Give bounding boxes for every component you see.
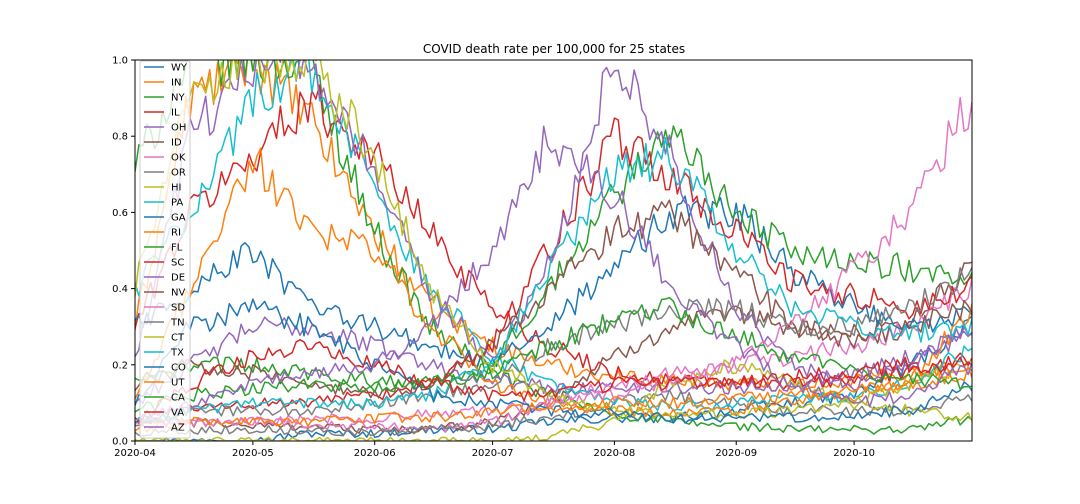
legend-label-ri: RI <box>171 228 181 239</box>
series-line-ct <box>135 60 972 421</box>
series-line-oh <box>135 316 972 405</box>
series-line-nv <box>135 199 972 399</box>
legend-label-va: VA <box>171 408 184 419</box>
legend-label-oh: OH <box>171 123 186 134</box>
legend-label-pa: PA <box>171 198 183 209</box>
x-axis: 2020-04 2020-05 2020-06 2020-07 2020-08 2020-… <box>114 441 875 459</box>
chart-title: COVID death rate per 100,000 for 25 stat… <box>423 42 685 56</box>
legend-label-co: CO <box>171 363 186 374</box>
legend-label-in: IN <box>171 78 181 89</box>
legend-label-id: ID <box>171 138 182 149</box>
y-axis: 0.0 0.2 0.4 0.6 0.8 1.0 <box>112 56 135 448</box>
y-tick-label: 0.6 <box>112 208 128 219</box>
legend-label-ga: GA <box>171 213 186 224</box>
series-line-tx <box>135 137 972 425</box>
y-tick-label: 0.2 <box>112 360 128 371</box>
x-tick-label: 2020-09 <box>715 448 757 459</box>
x-tick-label: 2020-10 <box>833 448 875 459</box>
plot-frame <box>134 59 973 442</box>
series-line-or <box>135 389 972 437</box>
legend-label-or: OR <box>171 168 186 179</box>
series-line-in <box>135 60 972 392</box>
series-line-de <box>135 60 972 391</box>
legend-label-il: IL <box>171 108 180 119</box>
legend-label-wy: WY <box>171 63 188 74</box>
series-line-az <box>135 125 972 424</box>
x-tick-label: 2020-06 <box>354 448 396 459</box>
legend-label-sc: SC <box>171 258 184 269</box>
x-tick-label: 2020-04 <box>114 448 156 459</box>
series-line-ok <box>135 277 972 433</box>
legend-label-ut: UT <box>171 378 185 389</box>
legend-box <box>139 60 191 439</box>
legend-label-fl: FL <box>171 243 183 254</box>
legend-label-sd: SD <box>171 303 185 314</box>
series-layer <box>135 60 972 441</box>
y-tick-label: 0.0 <box>112 437 128 448</box>
x-tick-label: 2020-05 <box>232 448 274 459</box>
legend-label-tn: TN <box>170 318 185 329</box>
legend: WY IN NY IL OH ID OK OR HI PA GA RI FL SC DE NV SD TN CT TX… <box>139 60 191 439</box>
legend-label-tx: TX <box>170 348 184 359</box>
plot-area <box>134 59 973 442</box>
series-line-ga <box>135 195 972 368</box>
legend-label-ny: NY <box>171 93 185 104</box>
series-line-ut <box>135 366 972 433</box>
y-tick-label: 1.0 <box>112 56 128 67</box>
legend-label-nv: NV <box>171 288 185 299</box>
legend-label-az: AZ <box>171 423 185 434</box>
legend-label-ok: OK <box>171 153 186 164</box>
x-tick-label: 2020-08 <box>594 448 636 459</box>
x-tick-label: 2020-07 <box>472 448 514 459</box>
y-tick-label: 0.8 <box>112 132 128 143</box>
series-line-va <box>135 339 972 424</box>
legend-label-ca: CA <box>171 393 185 404</box>
y-tick-label: 0.4 <box>112 284 128 295</box>
legend-label-ct: CT <box>171 333 185 344</box>
series-line-wy <box>135 315 972 441</box>
legend-label-de: DE <box>171 273 185 284</box>
series-line-ca <box>135 296 972 413</box>
legend-label-hi: HI <box>171 183 181 194</box>
